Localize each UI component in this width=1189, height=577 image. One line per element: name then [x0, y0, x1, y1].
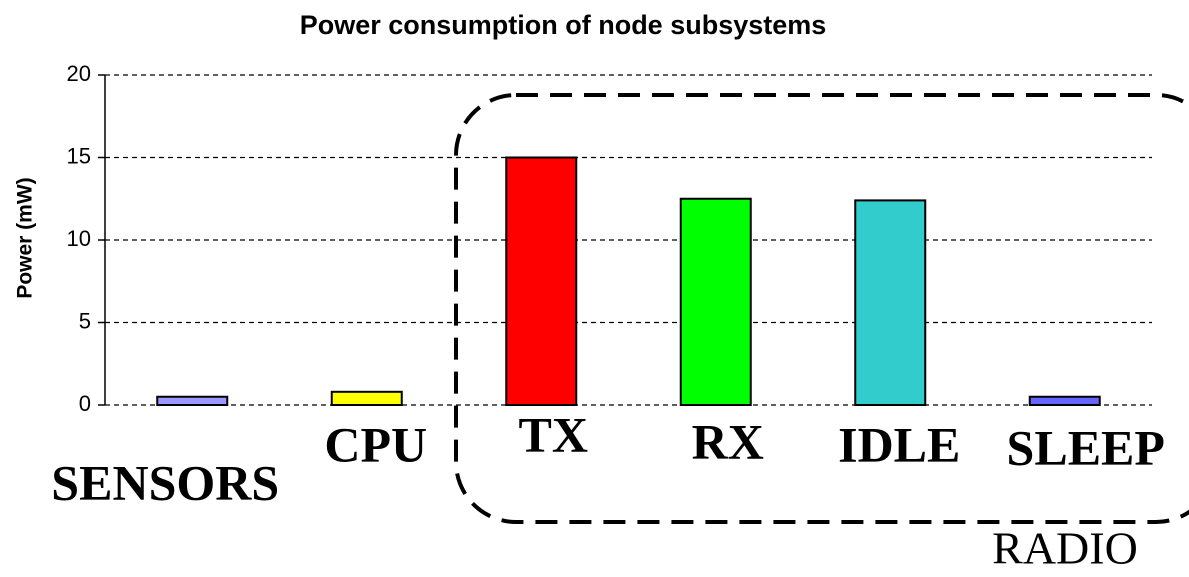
x-tick-label: SLEEP [1007, 419, 1165, 475]
chart-title: Power consumption of node subsystems [300, 10, 827, 40]
x-tick-label: IDLE [838, 416, 960, 472]
x-tick-label: TX [519, 406, 588, 462]
y-tick-label: 5 [79, 308, 91, 333]
bar [330, 390, 403, 406]
bar [679, 197, 752, 406]
bar [1028, 395, 1101, 406]
y-tick-label: 15 [67, 143, 91, 168]
annotation: RADIO [992, 523, 1138, 574]
x-tick-label: CPU [324, 416, 427, 472]
y-axis-label: Power (mW) [14, 177, 37, 298]
x-tick-label: SENSORS [51, 454, 279, 510]
y-tick-label: 20 [67, 61, 91, 86]
bar [156, 395, 229, 406]
y-tick-label: 10 [67, 226, 91, 251]
bar [854, 199, 927, 406]
bar [505, 156, 578, 406]
x-tick-label: RX [692, 413, 764, 469]
radio-group-outline [454, 93, 1189, 524]
y-tick-label: 0 [79, 391, 91, 416]
